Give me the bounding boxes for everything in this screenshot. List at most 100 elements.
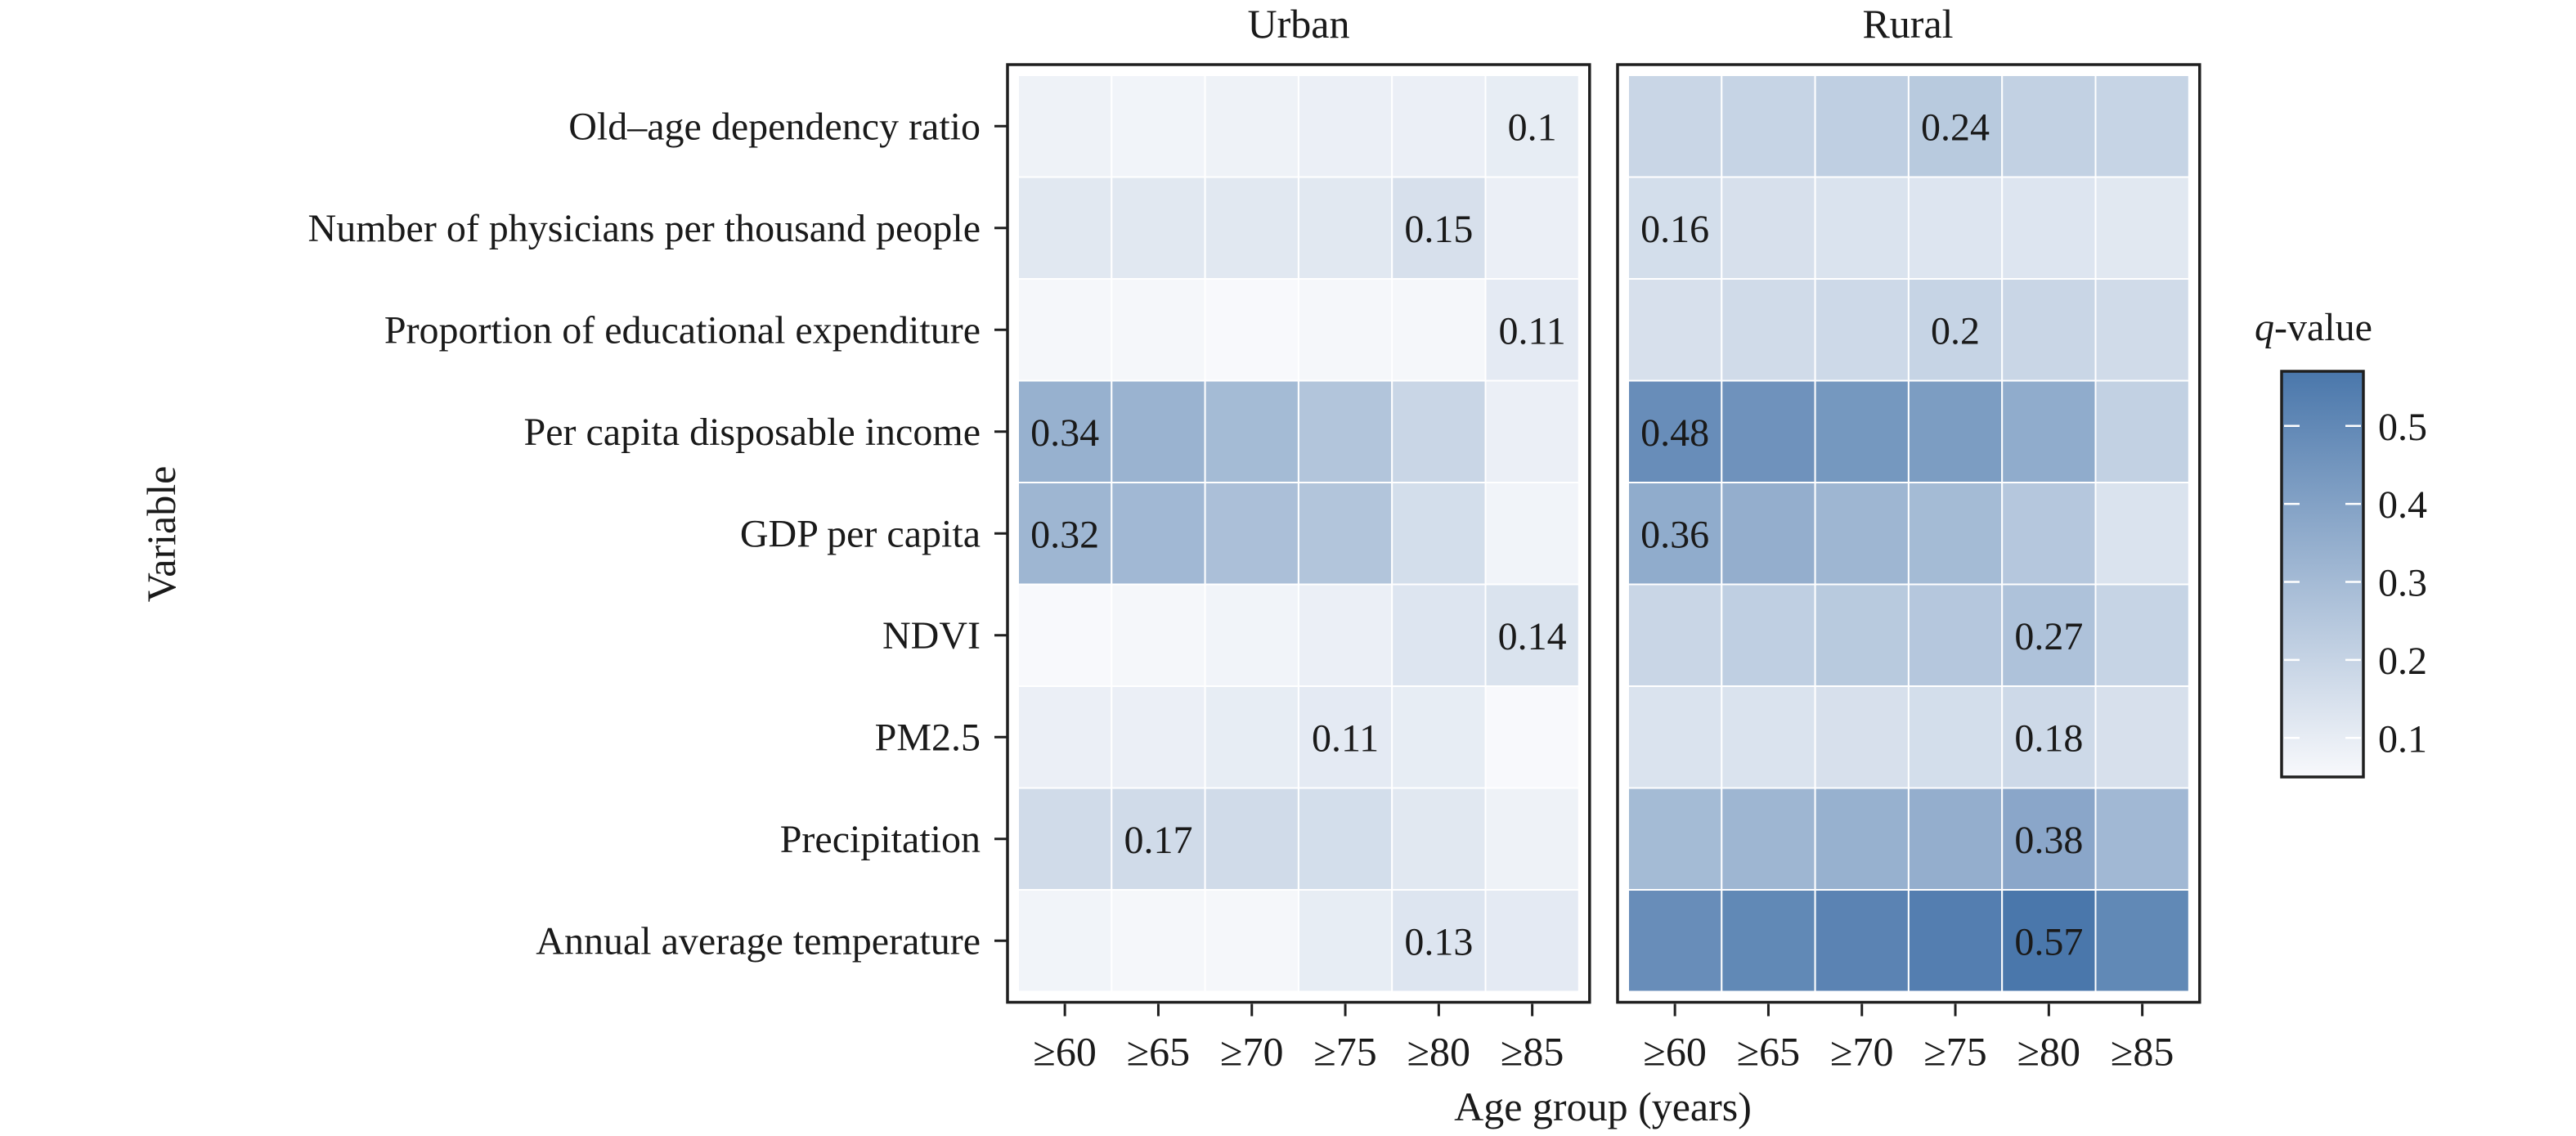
heatmap-cell [1907,787,2004,891]
x-tick-label: ≥75 [1923,1029,1986,1075]
heatmap-cell [1721,176,1816,280]
heatmap-cell [1111,176,1206,280]
heatmap-cell [1627,278,1723,382]
heatmap-cell [1017,74,1113,178]
heatmap-cell [1814,787,1910,891]
colorbar-tick-label: 0.3 [2378,562,2427,605]
x-tick-label: ≥60 [1033,1029,1096,1075]
colorbar-ticks: 0.1 0.2 0.3 0.4 0.5 [2284,406,2427,761]
heatmap-cell [2094,379,2190,483]
heatmap-cell [1111,482,1206,586]
colorbar-gradient [2282,371,2363,777]
y-tick-label: GDP per capita [740,512,981,555]
cell-value-label: 0.48 [1640,411,1709,455]
y-axis-ticks [994,124,1008,942]
heatmap-cell [1721,685,1816,789]
cell-value-label: 0.14 [1498,615,1567,658]
cell-value-label: 0.17 [1124,819,1192,862]
heatmap-cell [1814,278,1910,382]
cell-value-label: 0.34 [1030,411,1099,455]
heatmap-cell [1017,176,1113,280]
heatmap-cell [1204,379,1299,483]
x-tick-label: ≥60 [1643,1029,1706,1075]
heatmap-cell [1111,278,1206,382]
heatmap-cell [1721,583,1816,687]
heatmap-cell [1391,685,1487,789]
x-tick-label: ≥80 [1407,1029,1470,1075]
heatmap-cell [1017,889,1113,993]
heatmap-cell [1391,379,1487,483]
heatmap-cell [1297,278,1393,382]
colorbar-tick-label: 0.1 [2378,717,2427,761]
heatmap-cell [2001,74,2097,178]
cell-value-label: 0.15 [1404,208,1473,251]
y-tick-label: Annual average temperature [536,919,981,963]
cell-value-label: 0.11 [1312,716,1379,760]
heatmap-cell [1204,278,1299,382]
heatmap-cell [1814,685,1910,789]
heatmap-cell [1814,482,1910,586]
heatmap-cell [1391,482,1487,586]
heatmap-cell [1814,74,1910,178]
heatmap-cell [1484,176,1580,280]
cell-value-label: 0.11 [1499,309,1566,352]
heatmap-cell [1111,787,1206,891]
heatmap-cell [1017,685,1113,789]
panel-border [1616,63,2201,1004]
x-axis-title: Age group (years) [1454,1084,1752,1129]
y-tick-label: Number of physicians per thousand people [308,207,981,250]
heatmap-cell [1111,685,1206,789]
facet-title-rural: Rural [1862,1,1953,47]
heatmap-cell [1297,176,1393,280]
heatmap-cell [1297,787,1393,891]
heatmap-cell [1627,787,1723,891]
heatmap-cell [1907,889,2004,993]
colorbar-tick-label: 0.5 [2378,406,2427,449]
panel-rural: 0.24 0.16 0.2 0.48 0.36 0.27 0.18 0.38 0.57 ≥60 ≥6… [1616,63,2201,1075]
panel-urban: 0.1 0.15 0.11 0.34 0.32 0.14 0.11 0.17 0.13 ≥60 ≥6… [1006,63,1591,1075]
cell-value-label: 0.18 [2014,716,2083,760]
heatmap-cell [1627,685,1723,789]
heatmap-cell [1814,889,1910,993]
y-axis-title: Variable [138,466,184,603]
cell-value-label: 0.57 [2014,920,2083,963]
heatmap-cell [1297,379,1393,483]
heatmap-cell [1484,787,1580,891]
heatmap-cell [1017,278,1113,382]
cell-value-label: 0.16 [1640,208,1709,251]
heatmap-cell [1721,278,1816,382]
heatmap-cell [2001,583,2097,687]
heatmap-cell [2094,74,2190,178]
heatmap-cell [1627,583,1723,687]
heatmap-cell [2001,685,2097,789]
cell-value-label: 0.24 [1921,106,1990,149]
cell-value-label: 0.27 [2014,615,2083,658]
heatmap-cell [1391,74,1487,178]
heatmap-cell [1814,176,1910,280]
colorbar-legend: q-value 0.1 0.2 0.3 0.4 0.5 [2255,306,2427,779]
heatmap-cell [1814,583,1910,687]
heatmap-cell [1484,74,1580,178]
heatmap-cell [1391,787,1487,891]
y-tick-label: PM2.5 [875,716,981,759]
heatmap-cell [1017,583,1113,687]
heatmap-cell [1297,889,1393,993]
heatmap-cell [1391,889,1487,993]
heatmap-cell [1111,379,1206,483]
heatmap-cell [1721,787,1816,891]
x-tick-label: ≥70 [1220,1029,1283,1075]
panel-border [1006,63,1591,1004]
heatmap-cell [2001,379,2097,483]
heatmap-cell [1391,278,1487,382]
heatmap-cell [1627,889,1723,993]
heatmap-cell [2001,278,2097,382]
heatmap-cell [1017,787,1113,891]
heatmap-cell [2001,787,2097,891]
heatmap-cell [1297,685,1393,789]
colorbar-title: q-value [2255,306,2372,349]
x-tick-label: ≥70 [1830,1029,1893,1075]
heatmap-cell [1204,583,1299,687]
heatmap-cell [2001,482,2097,586]
heatmap-cell [2094,482,2190,586]
colorbar-tick-label: 0.2 [2378,640,2427,683]
